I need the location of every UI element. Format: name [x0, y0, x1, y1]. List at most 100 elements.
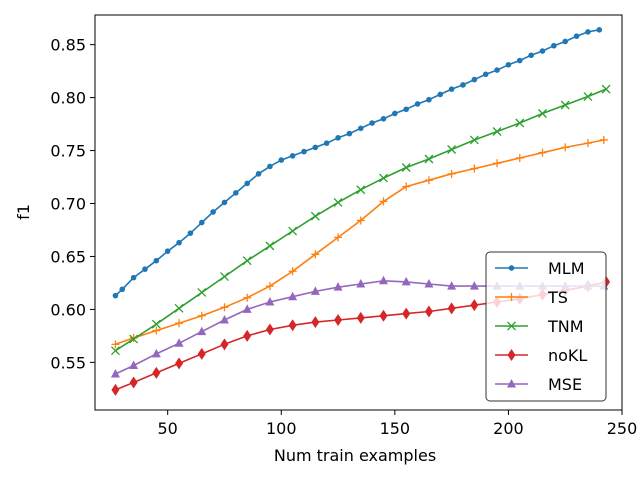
data-point-nokl: [243, 329, 252, 342]
data-point-mlm: [403, 106, 410, 113]
series-ts: [111, 135, 608, 349]
data-point-nokl: [470, 299, 479, 312]
x-tick-label: 250: [607, 419, 638, 438]
data-point-mlm: [426, 96, 432, 103]
data-point-tnm: [174, 303, 184, 313]
data-point-mlm: [346, 130, 353, 137]
data-point-mlm: [267, 163, 273, 170]
series-mlm: [112, 27, 603, 299]
legend-label-ts: TS: [547, 288, 568, 307]
data-point-ts: [356, 216, 365, 225]
y-tick-label: 0.70: [50, 194, 86, 213]
data-point-mlm: [516, 57, 523, 64]
data-point-ts: [599, 135, 608, 144]
data-point-tnm: [447, 145, 457, 154]
data-point-mse: [288, 291, 298, 301]
data-point-mlm: [142, 266, 148, 272]
data-point-mlm: [289, 153, 296, 159]
data-point-tnm: [469, 135, 479, 145]
data-point-nokl: [356, 311, 365, 324]
data-point-nokl: [220, 338, 229, 351]
data-point-mlm: [323, 140, 330, 146]
data-point-mlm: [255, 171, 262, 177]
data-point-tnm: [151, 319, 161, 329]
data-point-tnm: [356, 185, 366, 195]
y-axis-label: f1: [14, 204, 33, 220]
legend-marker-tnm: [507, 321, 516, 331]
data-point-mlm: [278, 157, 285, 163]
data-point-nokl: [379, 309, 388, 322]
data-point-tnm: [538, 109, 547, 118]
data-point-mlm: [369, 120, 375, 126]
data-point-mse: [151, 348, 161, 358]
data-point-mlm: [596, 27, 603, 33]
y-tick-label: 0.60: [50, 300, 86, 319]
data-point-ts: [493, 159, 502, 168]
data-point-mse: [242, 304, 252, 313]
legend-item-mse: MSE: [495, 375, 582, 394]
data-point-tnm: [515, 118, 525, 128]
data-point-nokl: [334, 313, 343, 326]
legend: MLM TS TNM noKL MSE: [485, 251, 607, 402]
data-point-ts: [561, 143, 570, 152]
x-axis-ticks: 50 100 150 200 250: [158, 410, 638, 438]
data-point-mlm: [460, 82, 466, 88]
data-point-nokl: [197, 347, 206, 360]
data-point-mlm: [392, 110, 398, 117]
legend-box: [485, 251, 607, 402]
series-layer: [110, 27, 611, 396]
data-point-mlm: [539, 48, 546, 54]
data-point-mse: [174, 338, 184, 347]
data-point-tnm: [583, 92, 593, 102]
data-point-ts: [265, 282, 274, 291]
data-point-ts: [243, 293, 252, 302]
data-point-mlm: [112, 292, 119, 299]
data-point-ts: [538, 148, 547, 157]
data-point-mlm: [153, 257, 160, 264]
data-point-mse: [469, 281, 479, 290]
data-point-mse: [265, 296, 275, 306]
data-point-tnm: [129, 334, 139, 344]
legend-marker-mse: [507, 379, 516, 388]
data-point-tnm: [265, 241, 275, 251]
series-tnm: [110, 84, 611, 356]
y-tick-label: 0.65: [50, 247, 86, 266]
plot-frame: [94, 14, 623, 411]
data-point-mlm: [335, 135, 341, 141]
legend-marker-ts: [507, 293, 516, 301]
data-point-mlm: [176, 239, 182, 246]
y-tick-label: 0.85: [50, 36, 86, 55]
data-point-mlm: [301, 148, 307, 155]
data-point-nokl: [175, 357, 184, 370]
data-point-mlm: [221, 199, 228, 206]
legend-label-mlm: MLM: [548, 259, 585, 278]
legend-label-tnm: TNM: [547, 317, 584, 336]
data-point-ts: [583, 139, 592, 148]
data-point-ts: [175, 319, 184, 328]
data-point-mlm: [551, 42, 557, 49]
data-point-ts: [288, 267, 297, 276]
data-point-ts: [515, 153, 524, 162]
x-axis-label: Num train examples: [274, 446, 436, 465]
x-tick-label: 100: [266, 419, 297, 438]
x-tick-label: 150: [380, 419, 411, 438]
data-point-ts: [447, 169, 456, 178]
data-point-tnm: [492, 127, 502, 136]
legend-marker-nokl: [507, 349, 516, 361]
legend-item-ts: TS: [495, 288, 568, 307]
data-point-ts: [424, 176, 433, 185]
data-point-nokl: [447, 302, 456, 315]
data-point-mse: [333, 282, 343, 291]
y-tick-label: 0.80: [50, 89, 86, 108]
data-point-mse: [129, 360, 139, 370]
data-point-ts: [197, 311, 206, 320]
data-point-nokl: [288, 319, 297, 332]
legend-item-nokl: noKL: [495, 346, 587, 365]
data-point-mlm: [482, 71, 489, 78]
data-point-mlm: [414, 101, 421, 107]
data-point-ts: [470, 164, 479, 173]
data-point-mlm: [505, 61, 512, 68]
data-point-ts: [379, 197, 388, 206]
data-point-tnm: [379, 173, 388, 183]
data-point-mlm: [494, 67, 500, 73]
